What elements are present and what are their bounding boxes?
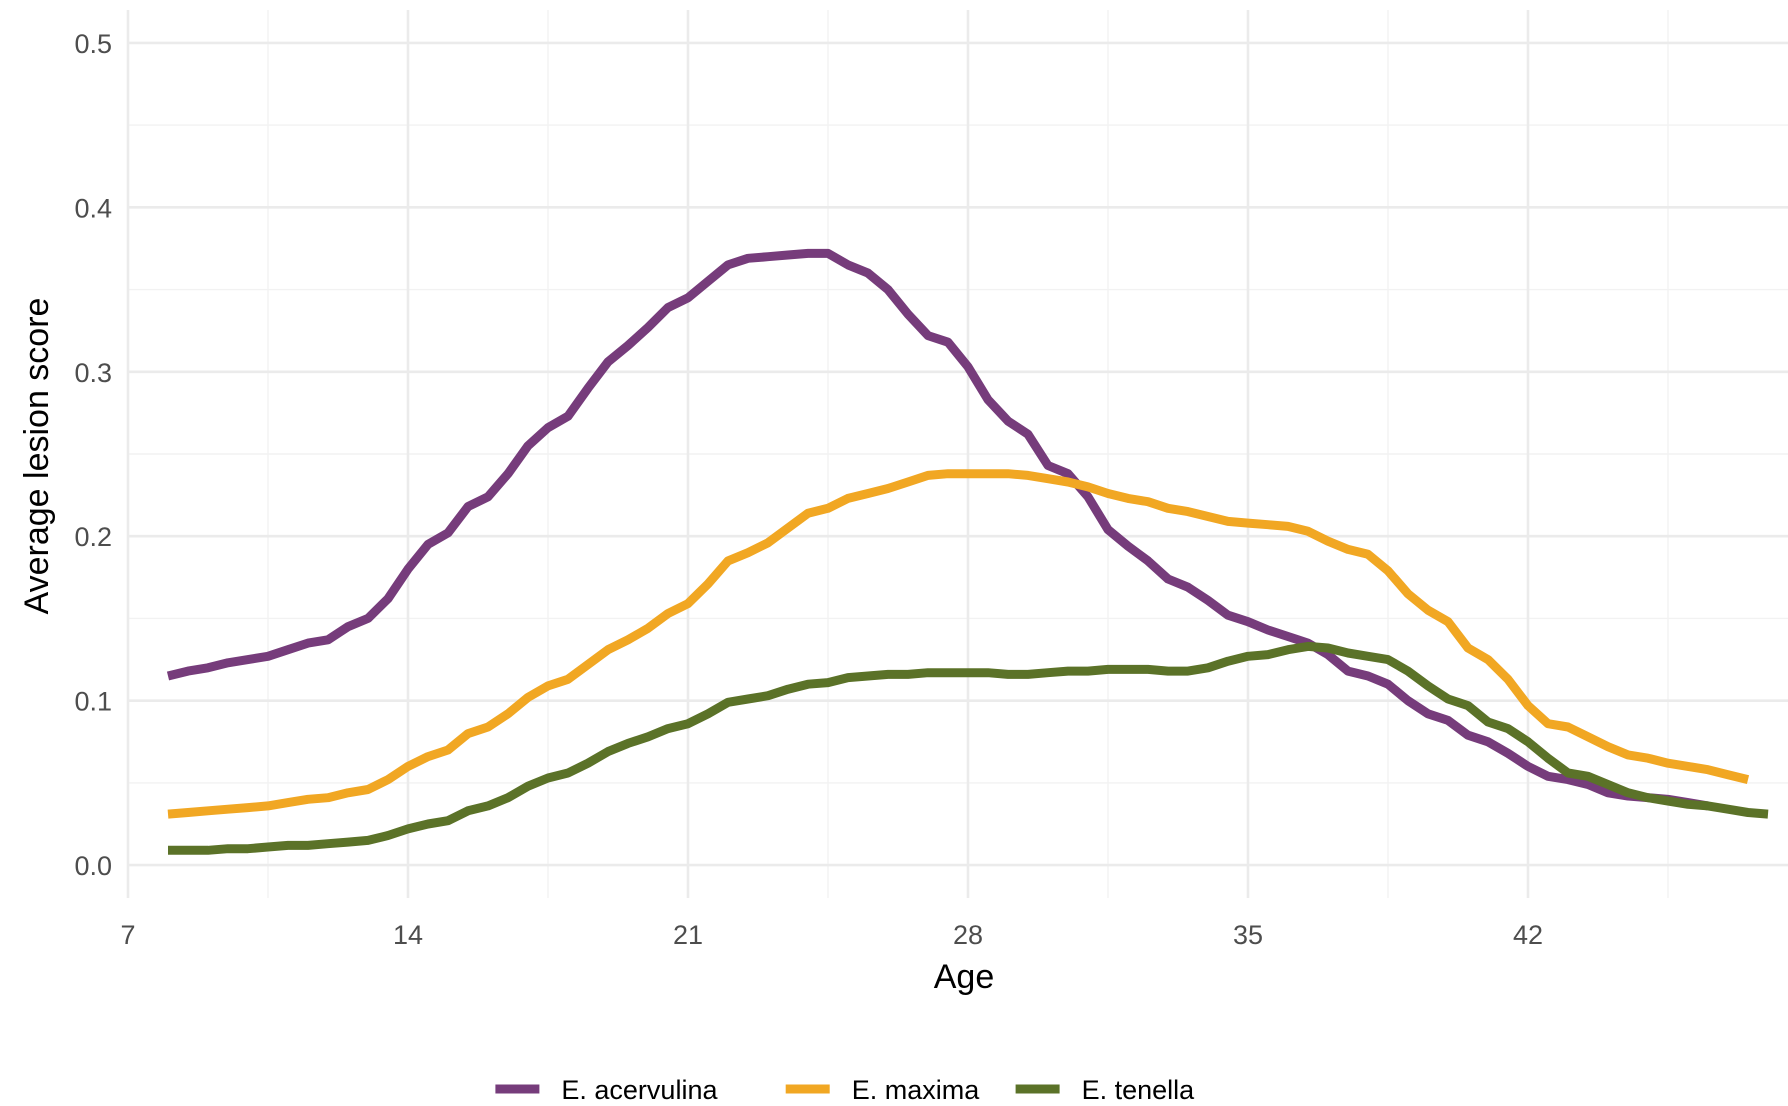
x-tick-label-2: 21	[673, 920, 703, 950]
y-tick-label-4: 0.4	[74, 193, 112, 223]
y-axis-title: Average lesion score	[18, 298, 56, 615]
x-tick-label-1: 14	[393, 920, 423, 950]
y-tick-label-3: 0.3	[74, 358, 112, 388]
legend-label-0: E. acervulina	[561, 1075, 718, 1105]
legend: E. acervulina E. maxima E. tenella	[495, 1075, 1195, 1105]
series-line-0	[166, 248, 1709, 811]
series-line-1	[167, 469, 1750, 819]
legend-label-2: E. tenella	[1082, 1075, 1196, 1105]
series-lines	[166, 248, 1769, 855]
x-tick-label-4: 35	[1233, 920, 1263, 950]
x-axis-title: Age	[934, 958, 995, 996]
y-tick-label-0: 0.0	[74, 851, 112, 881]
legend-label-1: E. maxima	[852, 1075, 981, 1105]
major-gridlines	[126, 10, 1788, 898]
y-tick-label-1: 0.1	[74, 687, 112, 717]
x-axis-tick-labels: 7 14 21 28 35 42	[120, 920, 1543, 950]
y-tick-label-2: 0.2	[74, 522, 112, 552]
y-axis-tick-labels: 0.0 0.1 0.2 0.3 0.4 0.5	[74, 29, 112, 881]
x-tick-label-3: 28	[953, 920, 983, 950]
y-tick-label-5: 0.5	[74, 29, 112, 59]
x-tick-label-5: 42	[1513, 920, 1543, 950]
x-tick-label-0: 7	[120, 920, 135, 950]
minor-gridlines	[128, 10, 1788, 898]
series-line-2	[168, 641, 1769, 855]
